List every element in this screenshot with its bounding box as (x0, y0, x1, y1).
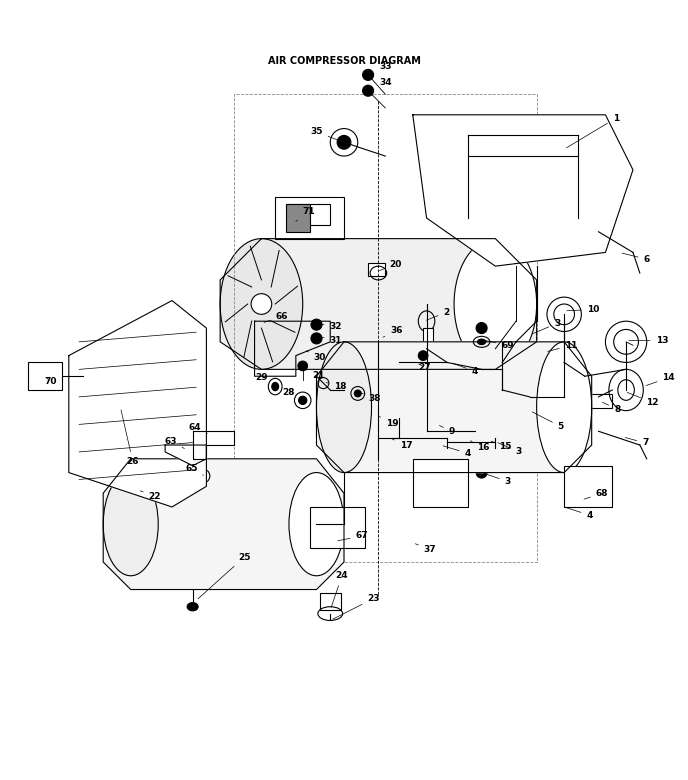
Text: 35: 35 (310, 127, 341, 141)
Text: 17: 17 (393, 439, 412, 449)
Text: 37: 37 (416, 544, 436, 554)
Ellipse shape (289, 473, 344, 576)
Text: 4: 4 (453, 363, 478, 376)
Text: 18: 18 (326, 382, 346, 391)
Text: 31: 31 (321, 336, 342, 345)
Text: 3: 3 (533, 319, 561, 334)
Text: 13: 13 (629, 336, 668, 345)
Ellipse shape (103, 473, 158, 576)
Text: 38: 38 (361, 392, 381, 403)
Text: 4: 4 (443, 446, 471, 458)
Text: 65: 65 (185, 464, 204, 475)
Text: 15: 15 (491, 441, 512, 451)
Text: 24: 24 (331, 571, 348, 608)
Ellipse shape (272, 382, 279, 391)
Text: 29: 29 (255, 373, 275, 385)
Ellipse shape (316, 342, 372, 473)
Text: 69: 69 (484, 340, 514, 349)
Text: 10: 10 (567, 305, 599, 314)
Ellipse shape (311, 319, 322, 330)
Ellipse shape (298, 361, 308, 370)
Ellipse shape (363, 69, 374, 80)
Text: 3: 3 (484, 473, 511, 486)
Ellipse shape (354, 390, 361, 397)
Text: 68: 68 (584, 489, 608, 499)
Text: 32: 32 (321, 321, 342, 331)
Text: 6: 6 (622, 253, 650, 264)
Text: 4: 4 (567, 508, 593, 519)
Text: 71: 71 (296, 207, 314, 222)
Bar (234, 94, 537, 562)
Text: 67: 67 (338, 531, 368, 541)
Polygon shape (103, 459, 344, 590)
Bar (289, 204, 330, 225)
Text: 22: 22 (140, 491, 161, 501)
Ellipse shape (311, 333, 322, 344)
Text: 30: 30 (306, 351, 326, 362)
Text: 25: 25 (198, 553, 250, 599)
Text: 64: 64 (189, 423, 207, 434)
Text: 11: 11 (548, 341, 577, 352)
Text: 34: 34 (370, 78, 391, 91)
Bar (275, 197, 344, 239)
Ellipse shape (299, 396, 307, 405)
Text: 8: 8 (603, 402, 621, 413)
Text: 28: 28 (283, 388, 303, 399)
Ellipse shape (477, 339, 486, 345)
Polygon shape (220, 239, 537, 370)
Bar (89, 356, 186, 473)
Bar (28, 363, 62, 390)
Ellipse shape (418, 351, 428, 360)
Bar (423, 328, 433, 346)
Text: 70: 70 (44, 377, 56, 385)
Bar (368, 263, 385, 276)
Ellipse shape (251, 294, 272, 314)
Text: 12: 12 (627, 392, 658, 407)
Bar (286, 204, 310, 232)
Text: 14: 14 (646, 373, 675, 385)
Polygon shape (69, 300, 206, 507)
Bar (585, 394, 612, 408)
Ellipse shape (537, 342, 592, 473)
Ellipse shape (476, 467, 487, 478)
Text: 5: 5 (533, 412, 564, 431)
Ellipse shape (363, 85, 374, 96)
Text: 66: 66 (264, 312, 288, 322)
Polygon shape (316, 342, 592, 473)
Ellipse shape (445, 357, 456, 368)
Text: 23: 23 (333, 594, 380, 619)
Bar (475, 390, 530, 431)
Text: 1: 1 (566, 114, 619, 147)
Bar (320, 593, 341, 610)
Text: 7: 7 (625, 438, 649, 448)
Text: 16: 16 (471, 441, 490, 452)
Text: 3: 3 (498, 443, 522, 456)
Bar (310, 507, 365, 548)
Text: 26: 26 (121, 410, 139, 466)
Ellipse shape (187, 603, 198, 611)
Text: 20: 20 (380, 260, 402, 271)
Text: 36: 36 (383, 326, 402, 337)
Bar (375, 413, 392, 421)
Text: 19: 19 (378, 417, 398, 427)
Text: 27: 27 (418, 363, 431, 372)
Bar (488, 397, 516, 417)
Bar (482, 163, 564, 211)
Ellipse shape (476, 323, 487, 334)
Ellipse shape (220, 239, 303, 370)
Bar (564, 466, 612, 507)
Polygon shape (165, 445, 206, 466)
Bar (413, 459, 468, 507)
Text: 2: 2 (427, 308, 450, 320)
Polygon shape (413, 115, 633, 266)
Text: 63: 63 (164, 437, 184, 448)
Text: 33: 33 (370, 62, 391, 76)
Text: AIR COMPRESSOR DIAGRAM: AIR COMPRESSOR DIAGRAM (268, 56, 420, 66)
Ellipse shape (454, 239, 537, 370)
Text: 21: 21 (305, 369, 325, 380)
Polygon shape (193, 431, 234, 459)
Text: 9: 9 (440, 426, 455, 436)
Ellipse shape (337, 136, 351, 149)
